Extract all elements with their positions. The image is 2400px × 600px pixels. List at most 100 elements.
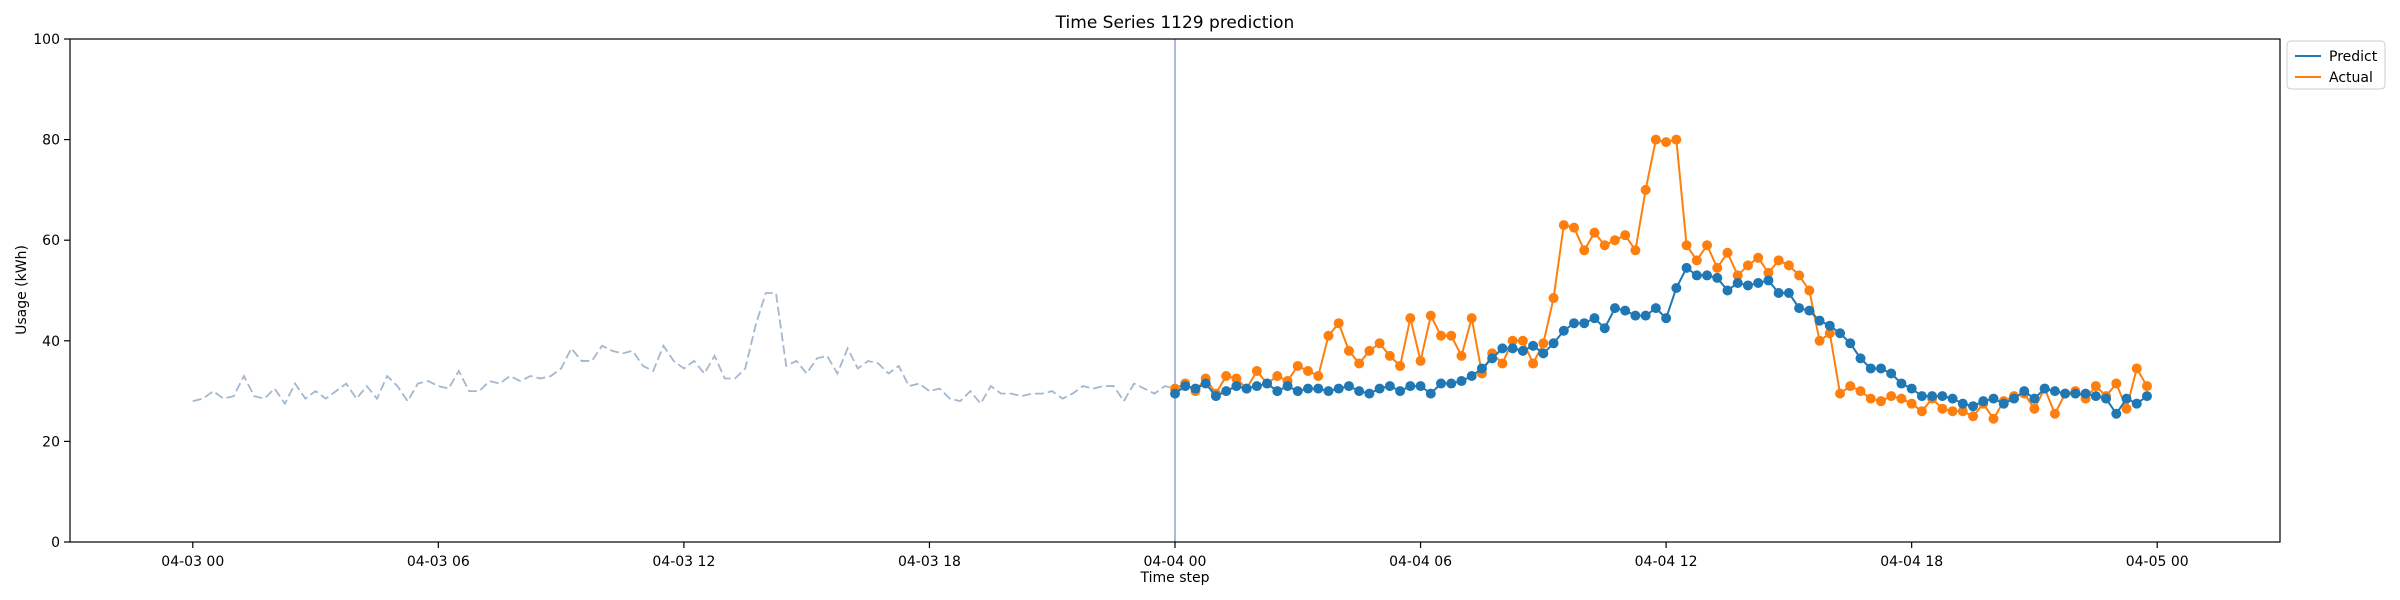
plot-area	[192, 39, 2152, 542]
data-point-predict	[2039, 383, 2050, 394]
data-point-predict	[1354, 386, 1365, 397]
data-point-predict	[1589, 313, 1600, 324]
data-point-predict	[2101, 393, 2112, 404]
data-point-predict	[1753, 277, 1764, 288]
data-point-predict	[1436, 378, 1447, 389]
data-point-predict	[2121, 393, 2132, 404]
data-point-actual	[1558, 220, 1569, 231]
data-point-predict	[1221, 386, 1232, 397]
data-point-actual	[2049, 408, 2060, 419]
data-point-actual	[1569, 222, 1580, 233]
data-point-actual	[1702, 240, 1713, 251]
data-point-predict	[1742, 280, 1753, 291]
data-point-actual	[1896, 393, 1907, 404]
data-point-actual	[1323, 330, 1334, 341]
data-point-predict	[1200, 378, 1211, 389]
data-point-actual	[1732, 270, 1743, 281]
data-point-actual	[1446, 330, 1457, 341]
data-point-predict	[1712, 272, 1723, 283]
data-point-predict	[1732, 277, 1743, 288]
data-point-predict	[1978, 396, 1989, 407]
data-point-predict	[1681, 262, 1692, 273]
data-point-predict	[1395, 386, 1406, 397]
data-point-actual	[1742, 260, 1753, 271]
data-point-actual	[1313, 371, 1324, 382]
x-axis-label: Time step	[1140, 570, 1210, 586]
data-point-predict	[2049, 386, 2060, 397]
data-point-actual	[1988, 413, 1999, 424]
data-point-actual	[1671, 134, 1682, 145]
data-point-predict	[1916, 391, 1927, 402]
data-point-predict	[1835, 328, 1846, 339]
data-point-actual	[1528, 358, 1539, 369]
data-point-predict	[1671, 282, 1682, 293]
data-point-actual	[1620, 230, 1631, 241]
data-point-predict	[1272, 386, 1283, 397]
data-point-predict	[1968, 401, 1979, 412]
data-point-actual	[1906, 398, 1917, 409]
data-point-actual	[1333, 318, 1344, 329]
data-point-actual	[1835, 388, 1846, 399]
data-point-predict	[1241, 383, 1252, 394]
data-point-predict	[1773, 288, 1784, 299]
data-point-actual	[1855, 386, 1866, 397]
data-point-actual	[2141, 381, 2152, 392]
data-point-actual	[1814, 335, 1825, 346]
x-tick-label: 04-04 00	[1144, 554, 1207, 570]
data-point-predict	[2029, 393, 2040, 404]
data-point-predict	[1875, 363, 1886, 374]
y-axis-label: Usage (kWh)	[14, 245, 30, 335]
data-point-predict	[1548, 338, 1559, 349]
data-point-predict	[2019, 386, 2030, 397]
x-tick-label: 04-04 06	[1389, 554, 1452, 570]
data-point-predict	[1927, 391, 1938, 402]
data-point-actual	[1221, 371, 1232, 382]
data-point-predict	[1333, 383, 1344, 394]
data-point-predict	[1415, 381, 1426, 392]
data-point-predict	[1384, 381, 1395, 392]
data-point-actual	[1937, 403, 1948, 414]
data-point-predict	[1190, 383, 1201, 394]
data-point-predict	[1609, 303, 1620, 314]
data-point-predict	[1988, 393, 1999, 404]
data-point-actual	[1579, 245, 1590, 256]
data-point-predict	[2090, 391, 2101, 402]
data-point-actual	[1303, 365, 1314, 376]
axes: 0 20 40 60 80 100 04-03 00 04-03 06 04-03 12 04-0…	[33, 32, 2281, 570]
data-point-predict	[1262, 378, 1273, 389]
data-point-actual	[1640, 184, 1651, 195]
data-point-predict	[1558, 325, 1569, 336]
data-point-actual	[2111, 378, 2122, 389]
data-point-actual	[1783, 260, 1794, 271]
history-line	[192, 292, 1176, 406]
y-tick-label: 40	[42, 334, 60, 350]
data-point-predict	[1640, 310, 1651, 321]
data-point-actual	[1875, 396, 1886, 407]
data-point-predict	[1620, 305, 1631, 316]
data-point-predict	[1231, 381, 1242, 392]
data-point-predict	[2070, 388, 2081, 399]
data-point-predict	[1896, 378, 1907, 389]
data-point-actual	[1517, 335, 1528, 346]
data-point-actual	[1466, 313, 1477, 324]
data-point-predict	[1425, 388, 1436, 399]
y-tick-label: 100	[33, 32, 60, 48]
data-point-actual	[1374, 338, 1385, 349]
data-point-predict	[1937, 391, 1948, 402]
data-point-predict	[1282, 381, 1293, 392]
data-point-actual	[1589, 227, 1600, 238]
x-tick-label: 04-03 18	[898, 554, 961, 570]
data-point-actual	[1968, 411, 1979, 422]
data-point-actual	[2029, 403, 2040, 414]
x-tick-label: 04-04 18	[1880, 554, 1943, 570]
x-tick-label: 04-05 00	[2126, 554, 2189, 570]
data-point-actual	[1681, 240, 1692, 251]
data-point-actual	[1773, 255, 1784, 266]
data-point-actual	[1824, 328, 1835, 339]
data-point-actual	[1231, 373, 1242, 384]
data-point-actual	[1456, 350, 1467, 361]
data-point-actual	[1354, 358, 1365, 369]
data-point-actual	[1886, 391, 1897, 402]
